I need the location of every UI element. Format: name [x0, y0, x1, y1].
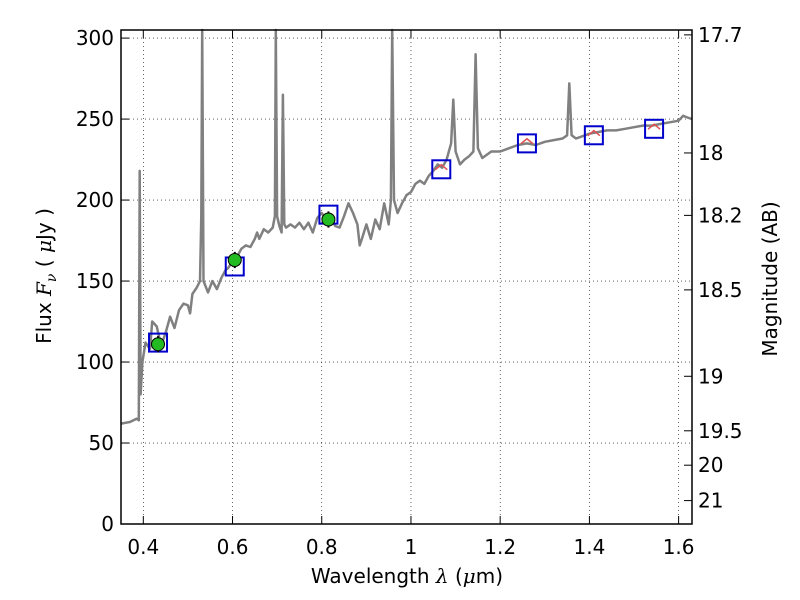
measurement-point — [227, 252, 242, 267]
y-tick-label: 200 — [76, 188, 114, 212]
model-photometry-marker — [647, 123, 661, 130]
model-photometry-marker — [520, 137, 534, 145]
x-tick-label: 1.4 — [573, 535, 605, 559]
x-tick-label: 1.2 — [484, 535, 516, 559]
spectrum-series — [120, 28, 693, 425]
magnitude-tick-label: 21 — [698, 489, 723, 513]
plot-frame — [120, 29, 693, 525]
right-axis-title: Magnitude (AB) — [758, 201, 782, 356]
y-tick-label: 100 — [76, 350, 114, 374]
axis-ticks: 0.4 0.6 0.8 1 1.2 1.4 1.6 0 50 100 150 200 250 300 17.… — [76, 23, 743, 559]
magnitude-tick-label: 20 — [698, 453, 723, 477]
y-tick-label: 300 — [76, 26, 114, 50]
measurement-points — [151, 211, 336, 353]
magnitude-tick-label: 18.2 — [698, 203, 743, 227]
magnitude-tick-label: 19 — [698, 364, 723, 388]
model-photometry-marker — [587, 129, 601, 137]
x-tick-label: 0.8 — [306, 535, 338, 559]
model-photometry-marker — [434, 163, 448, 171]
x-tick-label: 1 — [405, 535, 418, 559]
x-tick-label: 1.6 — [663, 535, 695, 559]
y-axis-title: Flux Fν ( μJy ) — [32, 208, 60, 344]
y-tick-label: 150 — [76, 269, 114, 293]
photometry-box — [516, 133, 537, 154]
spectrum-line — [120, 28, 693, 425]
x-tick-label: 0.6 — [217, 535, 249, 559]
measurement-point — [321, 212, 336, 227]
measurement-point — [151, 337, 166, 352]
magnitude-tick-label: 18.5 — [698, 278, 743, 302]
x-tick-label: 0.4 — [127, 535, 159, 559]
magnitude-tick-label: 19.5 — [698, 419, 743, 443]
photometry-box — [644, 118, 665, 139]
y-tick-label: 0 — [101, 512, 114, 536]
y-tick-label: 250 — [76, 107, 114, 131]
magnitude-tick-label: 17.7 — [698, 23, 743, 47]
photometry-box — [431, 159, 452, 180]
photometry-boxes — [148, 118, 665, 353]
photometry-box — [583, 125, 604, 146]
magnitude-tick-label: 18 — [698, 141, 723, 165]
gridlines — [121, 30, 692, 525]
y-tick-label: 50 — [89, 431, 114, 455]
x-axis-title: Wavelength λ (μm) — [311, 564, 503, 588]
